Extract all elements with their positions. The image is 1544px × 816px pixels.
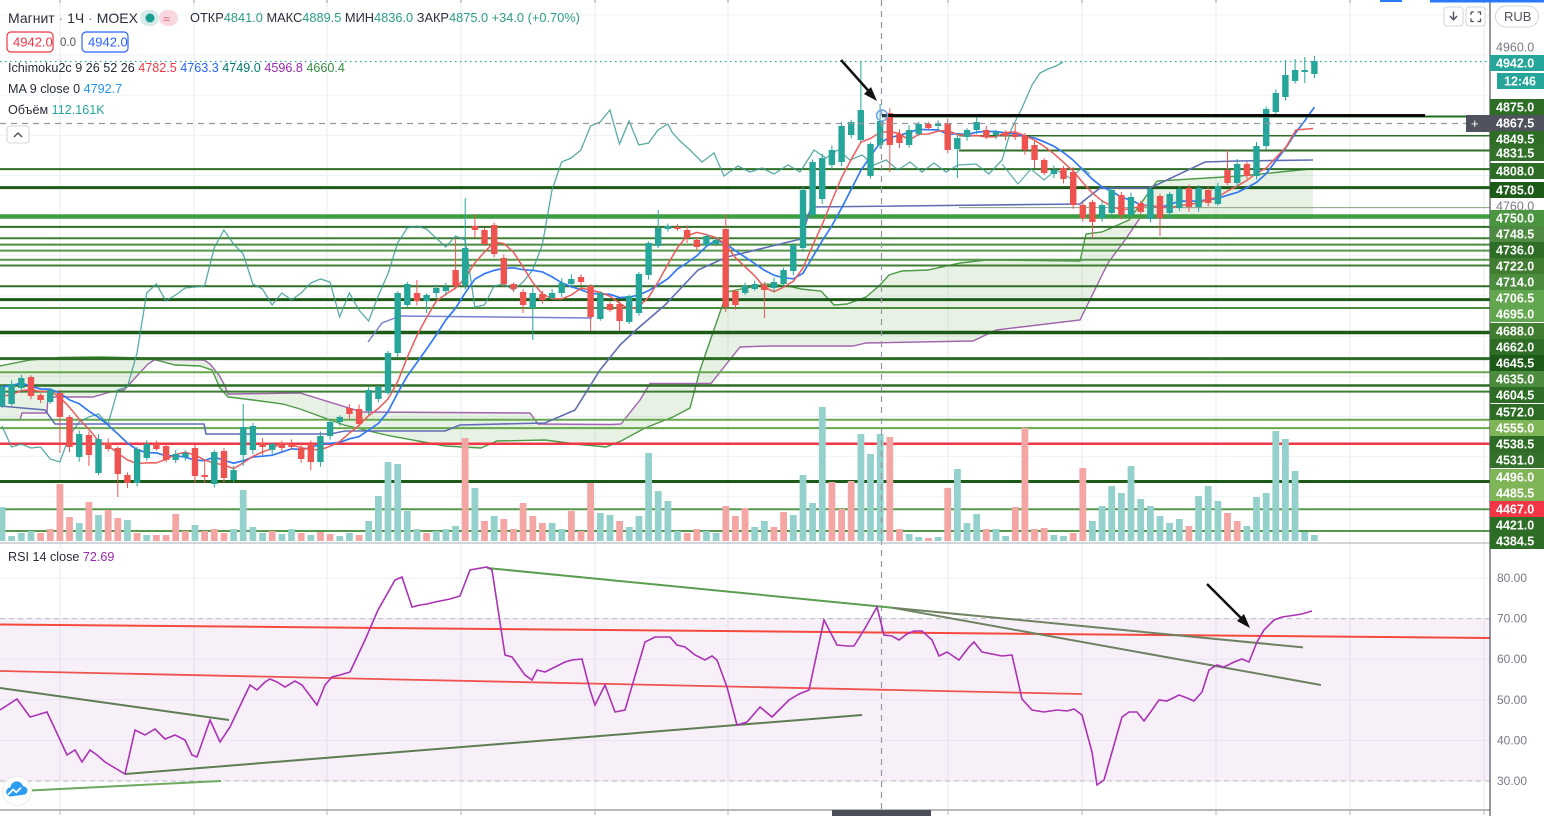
svg-text:+: +	[1471, 116, 1479, 131]
svg-text:50.00: 50.00	[1497, 693, 1527, 707]
svg-text:RUB: RUB	[1504, 9, 1531, 24]
svg-text:Объём 112.161K: Объём 112.161K	[8, 103, 105, 117]
svg-text:4960.0: 4960.0	[1496, 40, 1534, 54]
svg-text:4942.0: 4942.0	[88, 35, 128, 50]
svg-text:4421.0: 4421.0	[1496, 518, 1534, 532]
svg-text:ОТКР4841.0 МАКС4889.5 МИН4836.: ОТКР4841.0 МАКС4889.5 МИН4836.0 ЗАКР4875…	[190, 10, 580, 25]
svg-text:RSI 14 close 72.69: RSI 14 close 72.69	[8, 550, 114, 564]
svg-text:4538.5: 4538.5	[1496, 437, 1534, 451]
svg-text:4942.0: 4942.0	[13, 35, 53, 50]
svg-text:4875.0: 4875.0	[1496, 100, 1534, 114]
svg-text:4662.0: 4662.0	[1496, 340, 1534, 354]
svg-text:4531.0: 4531.0	[1496, 453, 1534, 467]
svg-text:≈: ≈	[163, 12, 170, 26]
svg-text:Магнит · 1Ч · MOEX: Магнит · 1Ч · MOEX	[8, 10, 139, 26]
svg-text:4849.5: 4849.5	[1496, 132, 1534, 146]
svg-text:4760.0: 4760.0	[1496, 199, 1534, 213]
svg-text:4645.5: 4645.5	[1496, 356, 1534, 370]
svg-text:4785.0: 4785.0	[1496, 183, 1534, 197]
svg-text:4604.5: 4604.5	[1496, 388, 1534, 402]
svg-text:30.00: 30.00	[1497, 774, 1527, 788]
svg-text:40.00: 40.00	[1497, 733, 1527, 747]
svg-text:4748.5: 4748.5	[1496, 227, 1534, 241]
svg-text:4831.5: 4831.5	[1496, 146, 1534, 160]
svg-text:4706.5: 4706.5	[1496, 291, 1534, 305]
svg-text:60.00: 60.00	[1497, 652, 1527, 666]
svg-text:Ichimoku2c 9 26 52 26 4782.5: Ichimoku2c 9 26 52 26 4782.5 4763.3 4749…	[8, 61, 345, 75]
svg-text:4695.0: 4695.0	[1496, 307, 1534, 321]
svg-text:12:46: 12:46	[1504, 74, 1536, 88]
svg-text:4750.0: 4750.0	[1496, 211, 1534, 225]
svg-text:4555.0: 4555.0	[1496, 421, 1534, 435]
svg-text:80.00: 80.00	[1497, 571, 1527, 585]
svg-text:4384.5: 4384.5	[1496, 534, 1534, 548]
svg-text:4688.0: 4688.0	[1496, 324, 1534, 338]
svg-text:4722.0: 4722.0	[1496, 259, 1534, 273]
svg-text:4867.5: 4867.5	[1496, 116, 1534, 130]
svg-text:4942.0: 4942.0	[1496, 56, 1534, 70]
svg-text:4808.0: 4808.0	[1496, 164, 1534, 178]
svg-text:4572.0: 4572.0	[1496, 405, 1534, 419]
svg-text:4736.0: 4736.0	[1496, 243, 1534, 257]
svg-text:4496.0: 4496.0	[1496, 470, 1534, 484]
svg-text:0.0: 0.0	[60, 37, 76, 49]
svg-text:MA 9 close 0 4792.7: MA 9 close 0 4792.7	[8, 82, 122, 96]
svg-text:4635.0: 4635.0	[1496, 372, 1534, 386]
svg-text:4467.0: 4467.0	[1496, 502, 1534, 516]
svg-text:70.00: 70.00	[1497, 612, 1527, 626]
svg-text:4485.5: 4485.5	[1496, 486, 1534, 500]
svg-text:4714.0: 4714.0	[1496, 275, 1534, 289]
